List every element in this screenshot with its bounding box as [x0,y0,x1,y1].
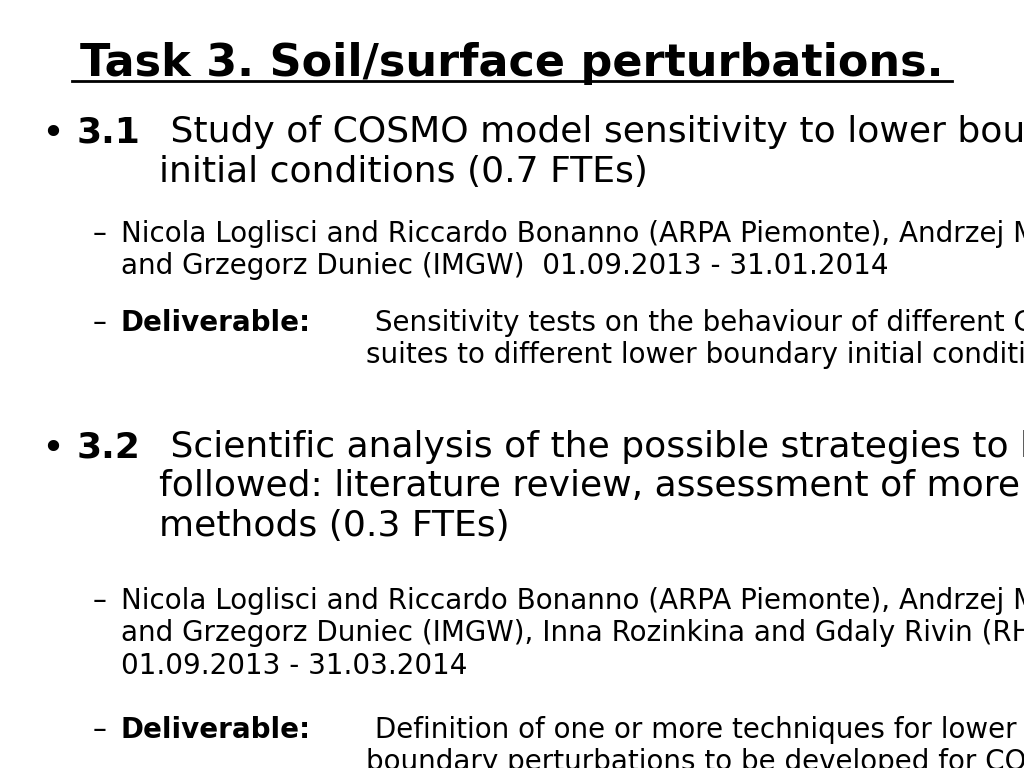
Text: 3.2: 3.2 [77,430,140,464]
Text: Nicola Loglisci and Riccardo Bonanno (ARPA Piemonte), Andrzej Mazur
and Grzegorz: Nicola Loglisci and Riccardo Bonanno (AR… [121,220,1024,280]
Text: –: – [92,587,106,614]
Text: Deliverable:: Deliverable: [121,309,311,336]
Text: –: – [92,309,106,336]
Text: –: – [92,716,106,743]
Text: Scientific analysis of the possible strategies to be
followed: literature review: Scientific analysis of the possible stra… [159,430,1024,543]
Text: Study of COSMO model sensitivity to lower boundary
initial conditions (0.7 FTEs): Study of COSMO model sensitivity to lowe… [159,115,1024,189]
Text: Task 3. Soil/surface perturbations.: Task 3. Soil/surface perturbations. [80,42,944,85]
Text: •: • [41,115,63,153]
Text: 3.1: 3.1 [77,115,140,149]
Text: Nicola Loglisci and Riccardo Bonanno (ARPA Piemonte), Andrzej Mazur
and Grzegorz: Nicola Loglisci and Riccardo Bonanno (AR… [121,587,1024,680]
Text: Deliverable:: Deliverable: [121,716,311,743]
Text: –: – [92,220,106,247]
Text: •: • [41,430,63,468]
Text: Definition of one or more techniques for lower
boundary perturbations to be deve: Definition of one or more techniques for… [367,716,1024,768]
Text: Sensitivity tests on the behaviour of different COSMO
suites to different lower : Sensitivity tests on the behaviour of di… [367,309,1024,369]
